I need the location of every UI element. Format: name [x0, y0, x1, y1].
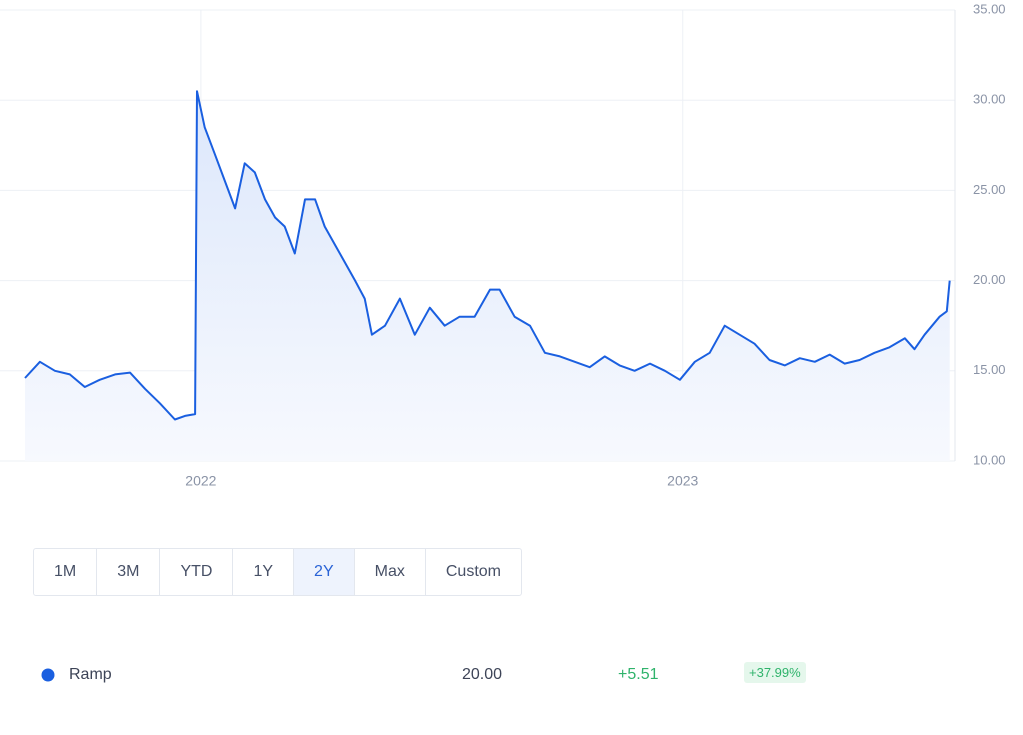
range-button[interactable]: Max	[355, 549, 426, 595]
price-line	[24, 90, 951, 421]
range-button[interactable]: 3M	[97, 549, 161, 595]
y-tick-label: 10.00	[973, 452, 1006, 467]
change: +5.51	[618, 666, 659, 683]
chart: 10.00 15.00 20.00 25.00 30.00 35.00 2022 2023	[0, 1, 1006, 489]
y-tick-label: 30.00	[973, 92, 1006, 107]
series-name: Ramp	[69, 666, 112, 683]
range-button[interactable]: 2Y	[294, 549, 355, 595]
range-button[interactable]: YTD	[160, 549, 234, 595]
change-percent: +37.99%	[744, 662, 806, 683]
y-tick-label: 25.00	[973, 182, 1006, 197]
y-tick-label: 15.00	[973, 362, 1006, 377]
range-button[interactable]: 1Y	[233, 549, 295, 595]
area	[25, 91, 950, 461]
price: 20.00	[462, 666, 503, 683]
summary-row: Ramp 20.00 +5.51 +37.99%	[0, 660, 1023, 690]
range-selector: 1M 3M YTD 1Y 2Y Max Custom	[33, 548, 522, 596]
x-tick-label: 2022	[185, 473, 216, 489]
x-tick-label: 2023	[667, 473, 698, 489]
range-button[interactable]: Custom	[445, 563, 501, 580]
y-tick-label: 35.00	[973, 1, 1006, 16]
y-tick-label: 20.00	[973, 272, 1006, 287]
legend-dot	[41, 668, 55, 682]
range-button[interactable]: 1M	[34, 549, 98, 595]
